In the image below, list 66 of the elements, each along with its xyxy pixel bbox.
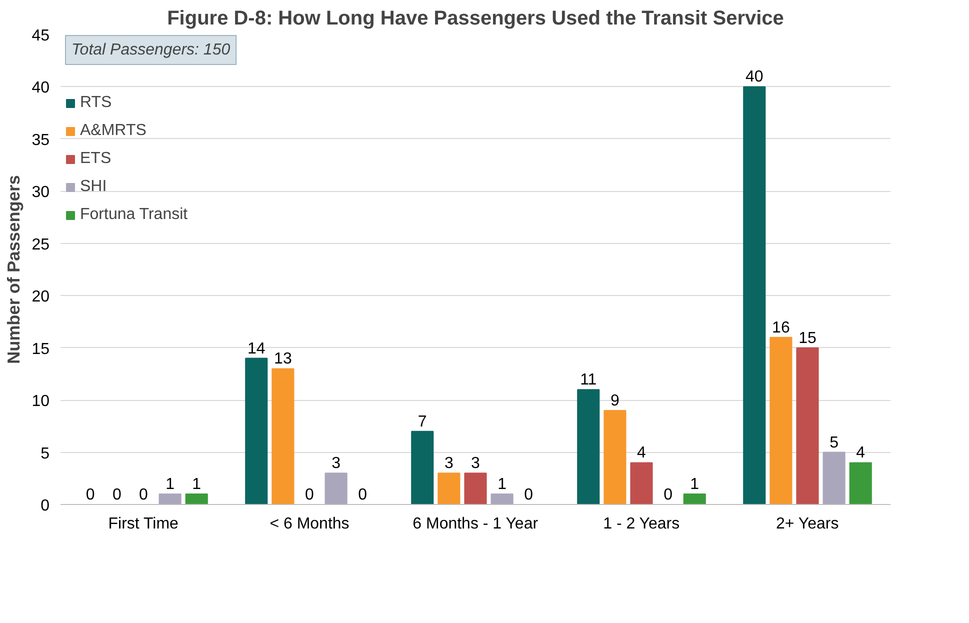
data-label: 40 <box>745 68 764 86</box>
data-label: 0 <box>86 486 95 504</box>
y-tick-label: 25 <box>32 236 50 254</box>
data-label: 0 <box>664 486 673 504</box>
bar <box>438 472 460 504</box>
y-tick-label: 5 <box>40 445 50 462</box>
data-label: 9 <box>610 392 620 410</box>
bar <box>743 86 766 504</box>
x-tick-label: 6 Months - 1 Year <box>412 516 539 532</box>
bar <box>411 430 434 504</box>
legend-label: SHI <box>80 178 107 196</box>
bar <box>490 494 514 504</box>
data-label: 5 <box>830 434 839 452</box>
data-label: 11 <box>580 372 597 389</box>
y-tick-label: 45 <box>32 28 50 44</box>
bar <box>849 462 872 504</box>
bar <box>770 336 792 504</box>
y-axis-title: Number of Passengers <box>4 175 24 364</box>
x-tick-label: 1 - 2 Years <box>603 516 680 532</box>
legend-label: Fortuna Transit <box>80 206 188 224</box>
chart-title: Figure D-8: How Long Have Passengers Used the Transit Service <box>167 8 784 30</box>
y-tick-label: 10 <box>32 393 50 410</box>
data-label: 1 <box>166 476 175 494</box>
data-label: 0 <box>305 486 314 504</box>
data-label: 15 <box>798 330 816 347</box>
data-label: 13 <box>274 350 292 368</box>
data-label: 3 <box>332 455 341 472</box>
data-label: 0 <box>112 486 122 504</box>
y-tick-label: 0 <box>40 498 50 514</box>
y-tick-label: 30 <box>32 184 50 202</box>
data-label: 1 <box>690 476 700 494</box>
data-label: 4 <box>856 444 866 462</box>
data-label: 1 <box>498 476 507 494</box>
data-label: 0 <box>139 486 148 504</box>
y-tick-label: 15 <box>32 340 50 358</box>
bar <box>185 494 208 504</box>
data-label: 4 <box>637 444 646 462</box>
bar <box>630 462 653 504</box>
legend-label: A&MRTS <box>80 122 146 140</box>
data-label: 1 <box>192 476 202 494</box>
x-tick-label: < 6 Months <box>270 516 350 532</box>
bar <box>272 368 294 504</box>
y-tick-label: 35 <box>32 132 50 149</box>
legend-label: ETS <box>80 150 112 168</box>
legend-label: RTS <box>80 94 112 112</box>
x-tick-label: 2+ Years <box>776 516 839 532</box>
y-tick-label: 40 <box>32 80 50 97</box>
y-tick-label: 20 <box>32 288 50 306</box>
bar <box>464 472 487 504</box>
data-label: 3 <box>444 455 454 472</box>
annotation: Total Passengers: 150 <box>72 42 230 58</box>
bar <box>683 494 706 504</box>
bar <box>158 494 182 504</box>
bar <box>796 347 819 504</box>
data-label: 3 <box>471 455 480 472</box>
bar <box>324 472 348 504</box>
data-label: 14 <box>247 340 266 358</box>
bar <box>577 389 600 504</box>
bar <box>245 358 268 504</box>
bar <box>604 410 626 504</box>
x-tick-label: First Time <box>108 516 179 532</box>
bar <box>822 452 846 504</box>
data-label: 7 <box>418 413 427 430</box>
data-label: 0 <box>524 486 534 504</box>
data-label: 16 <box>772 319 790 336</box>
data-label: 0 <box>358 486 368 504</box>
